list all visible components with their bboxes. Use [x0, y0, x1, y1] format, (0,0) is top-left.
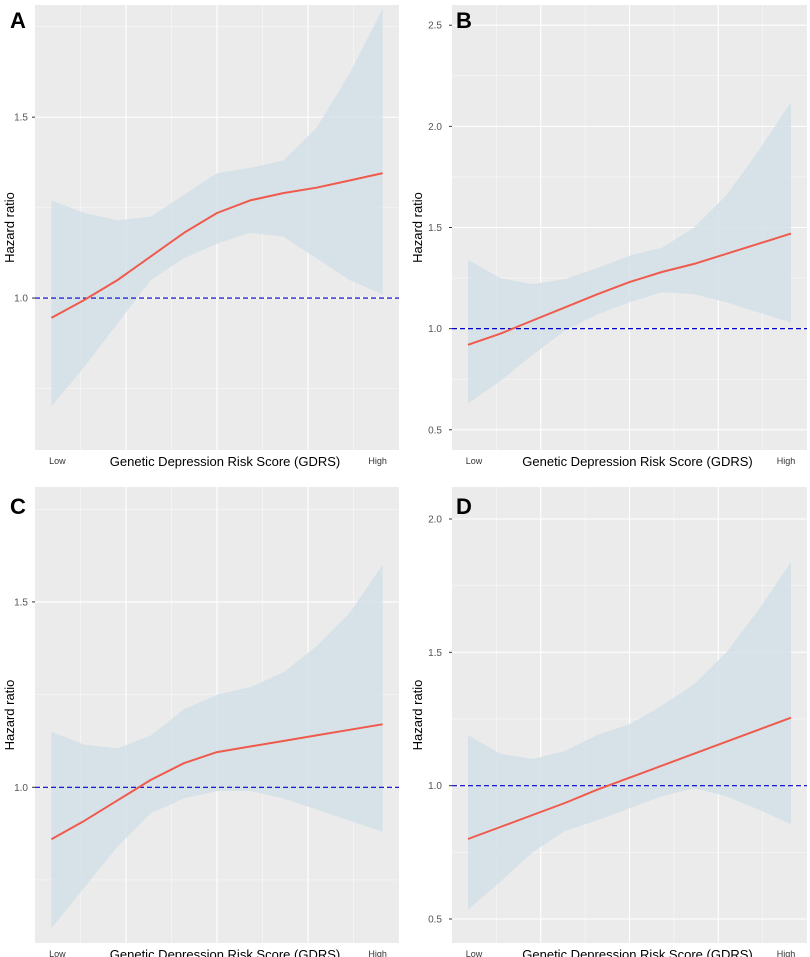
confidence-band	[468, 561, 791, 910]
y-tick-label: 2.0	[428, 122, 442, 133]
panel-label: B	[456, 8, 472, 33]
y-axis-title: Hazard ratio	[2, 680, 17, 751]
x-low-label: Low	[466, 949, 483, 957]
hazard-ratio-line	[467, 716, 792, 840]
x-high-label: High	[368, 456, 387, 466]
x-axis-title: Genetic Depression Risk Score (GDRS)	[110, 454, 340, 469]
x-high-label: High	[777, 456, 796, 466]
x-axis-title: Genetic Depression Risk Score (GDRS)	[522, 947, 752, 957]
y-tick-label: 1.5	[428, 223, 442, 234]
x-low-label: Low	[466, 456, 483, 466]
panel-label: A	[10, 8, 26, 33]
y-tick-label: 2.5	[428, 21, 442, 32]
y-tick-label: 1.5	[14, 113, 28, 124]
panel-c: 1.0 1.5 C Hazard ratio Genetic Depression Ri…	[2, 487, 399, 957]
y-tick-label: 1.5	[428, 648, 442, 659]
panel-a: 1.0 1.5 A Hazard ratio Genetic Depression Ri…	[2, 5, 399, 469]
y-axis-title: Hazard ratio	[410, 192, 425, 263]
confidence-band	[51, 564, 383, 929]
y-axis-title: Hazard ratio	[2, 192, 17, 263]
hazard-ratio-line	[467, 232, 792, 346]
panel-label: D	[456, 494, 472, 519]
panel-d: 0.5 1.0 1.5 2.0 D Hazard ratio Genetic Depress…	[410, 487, 807, 957]
y-tick-label: 1.0	[14, 294, 28, 305]
y-tick-label: 2.0	[428, 515, 442, 526]
x-axis-title: Genetic Depression Risk Score (GDRS)	[522, 454, 752, 469]
y-tick-label: 1.0	[428, 781, 442, 792]
y-tick-label: 1.5	[14, 597, 28, 608]
panel-label: C	[10, 494, 26, 519]
x-high-label: High	[368, 949, 387, 957]
y-tick-label: 0.5	[428, 915, 442, 926]
x-axis-title: Genetic Depression Risk Score (GDRS)	[110, 947, 340, 957]
y-tick-label: 1.0	[428, 324, 442, 335]
x-low-label: Low	[49, 456, 66, 466]
y-tick-label: 0.5	[428, 425, 442, 436]
x-low-label: Low	[49, 949, 66, 957]
hazard-ratio-line	[50, 172, 383, 319]
y-axis-title: Hazard ratio	[410, 680, 425, 751]
x-high-label: High	[777, 949, 796, 957]
panel-b: 0.5 1.0 1.5 2.0 2.5 B Hazard ratio Genetic Depr…	[410, 5, 807, 469]
hazard-ratio-line	[50, 723, 383, 841]
confidence-band	[51, 8, 383, 407]
y-tick-label: 1.0	[14, 783, 28, 794]
